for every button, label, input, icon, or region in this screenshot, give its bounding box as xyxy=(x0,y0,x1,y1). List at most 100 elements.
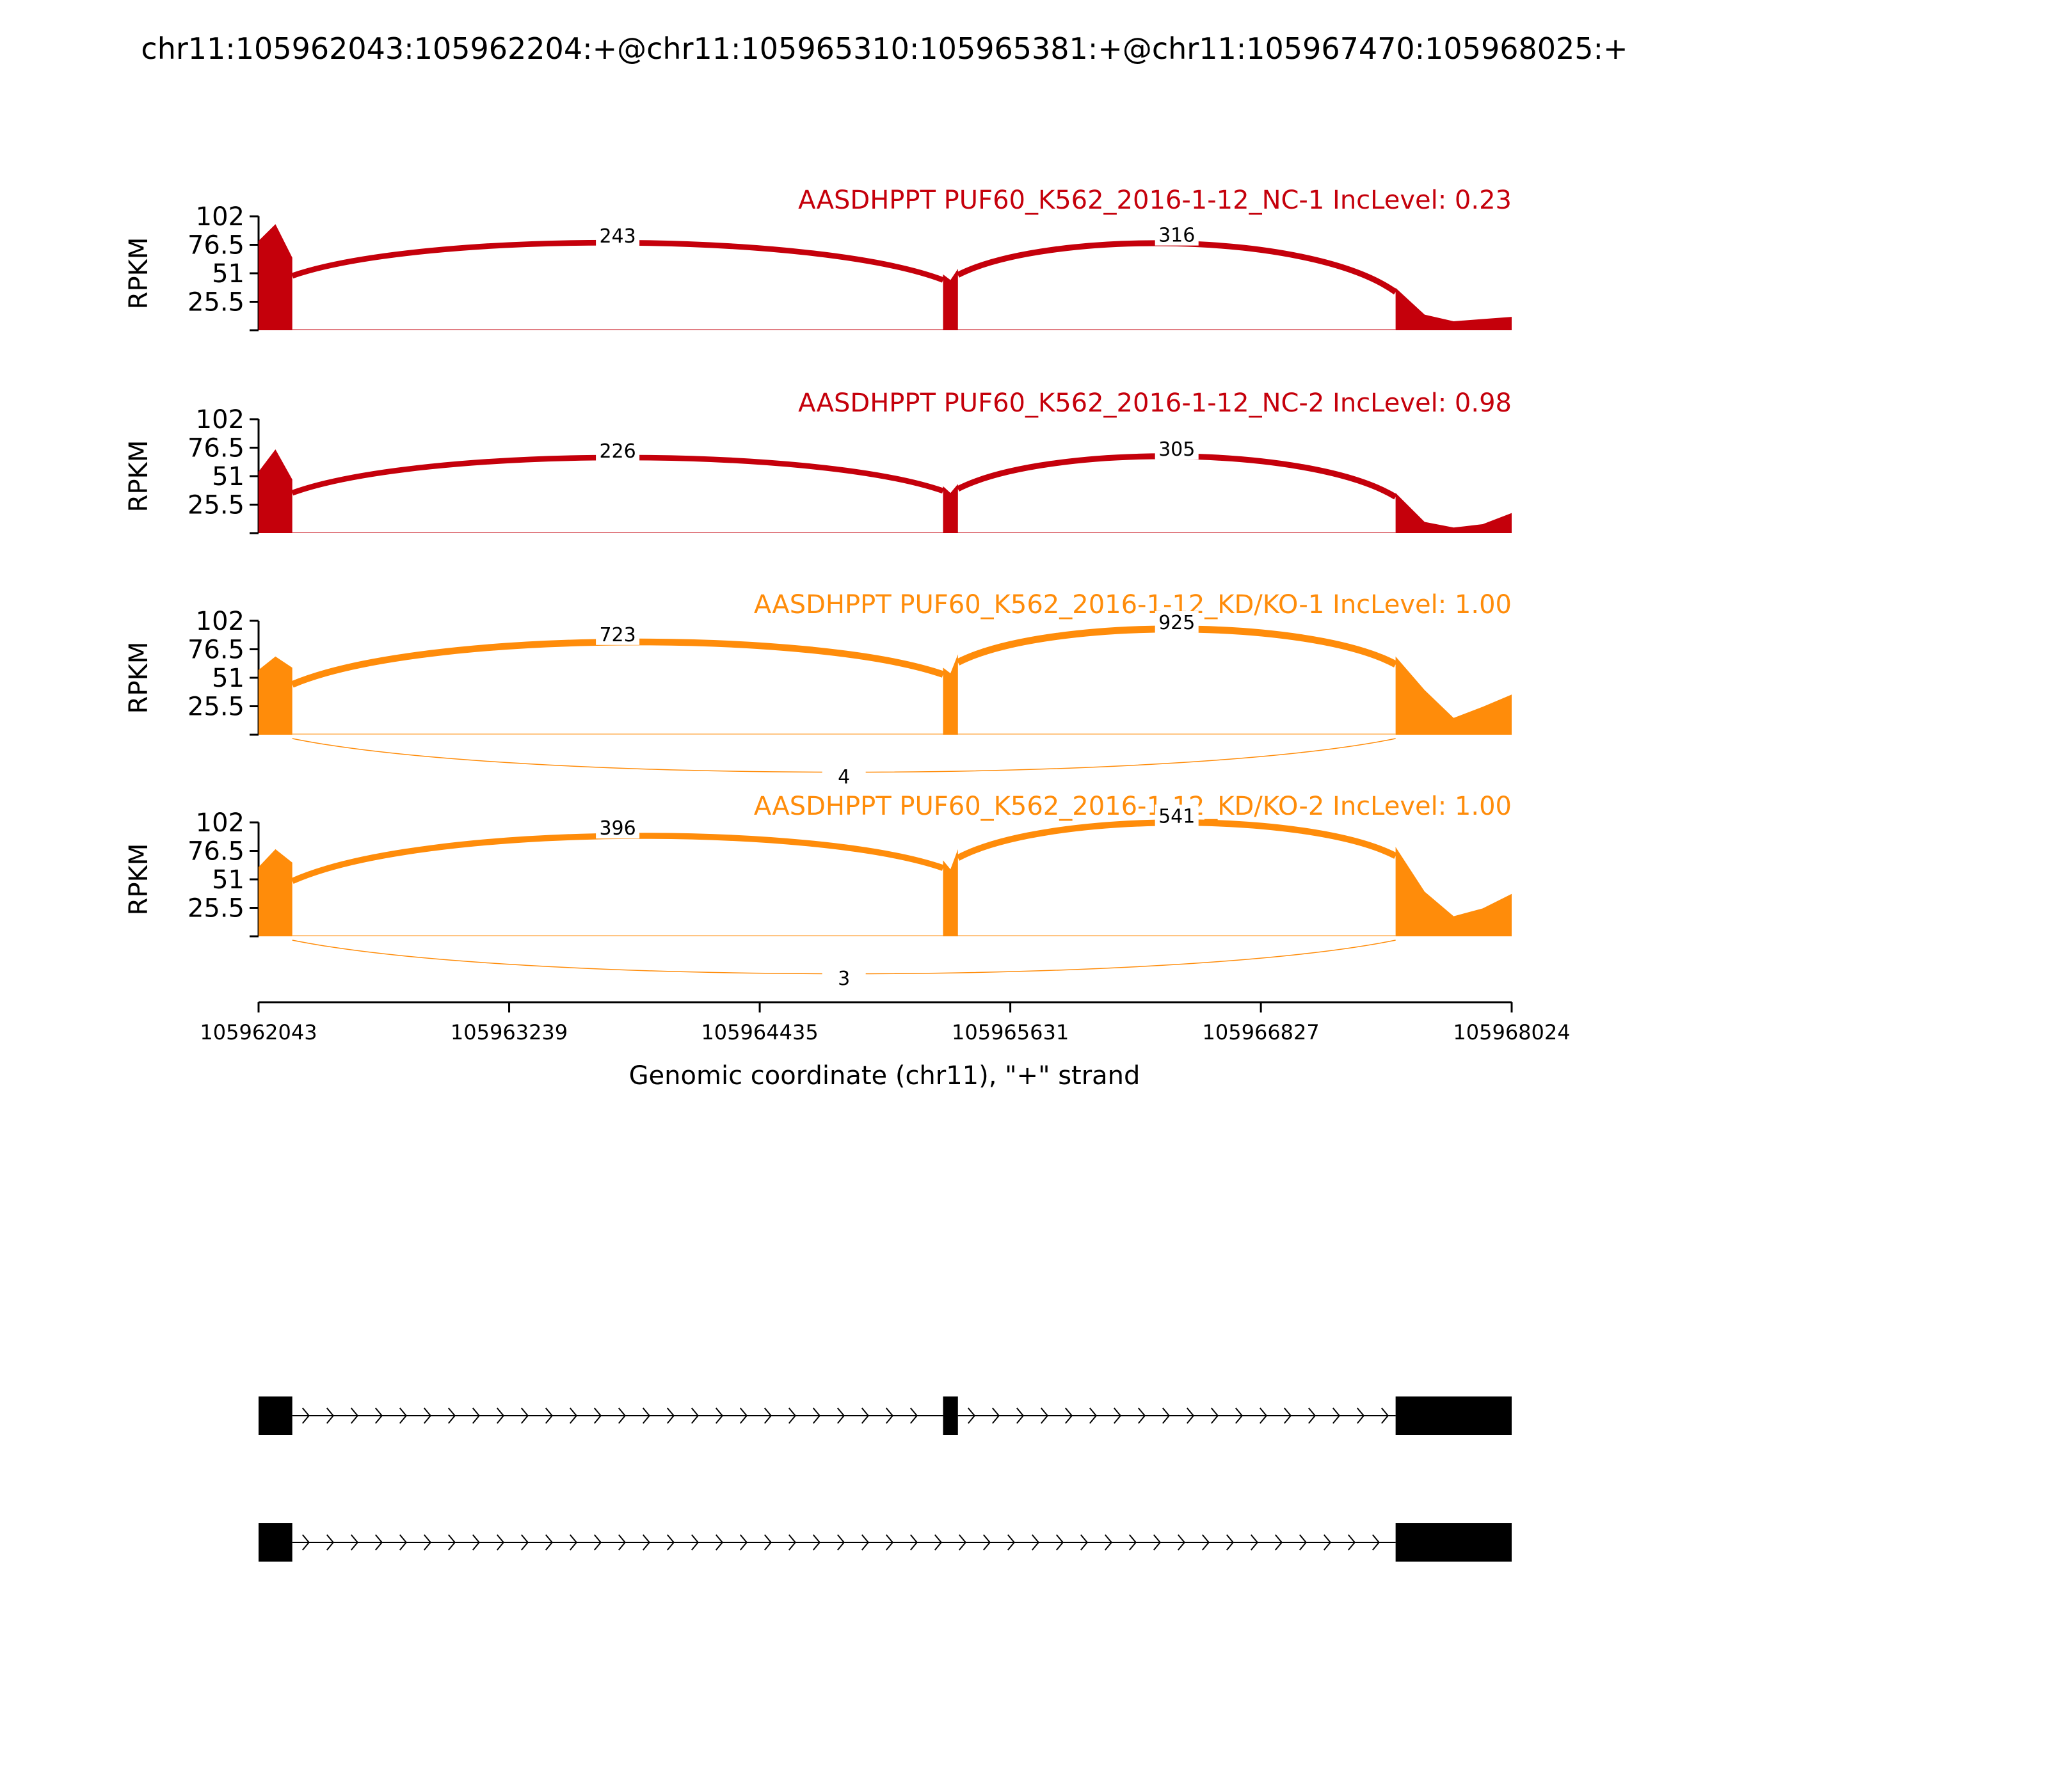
strand-arrow xyxy=(374,1534,383,1551)
strand-arrow xyxy=(1259,1407,1268,1424)
strand-arrow xyxy=(666,1407,675,1424)
junction-count: 3 xyxy=(838,968,850,990)
strand-arrow xyxy=(982,1534,991,1551)
strand-arrow xyxy=(764,1407,772,1424)
strand-arrow xyxy=(909,1534,918,1551)
junction-count: 541 xyxy=(1158,805,1195,828)
strand-arrow xyxy=(1235,1407,1244,1424)
strand-arrow xyxy=(861,1407,870,1424)
exon-block xyxy=(943,1396,958,1435)
strand-arrow xyxy=(788,1407,797,1424)
x-tick-label: 105968024 xyxy=(1453,1020,1570,1044)
strand-arrow xyxy=(496,1407,505,1424)
panel-label: AASDHPPT PUF60_K562_2016-1-12_NC-1 IncLe… xyxy=(798,186,1512,215)
strand-arrow xyxy=(399,1407,408,1424)
junction-arc xyxy=(956,453,1398,500)
strand-arrow xyxy=(1113,1407,1122,1424)
strand-arrow xyxy=(1016,1407,1025,1424)
strand-arrow xyxy=(301,1534,310,1551)
transcript-1 xyxy=(259,1396,1512,1435)
strand-arrow xyxy=(1274,1534,1283,1551)
strand-arrow xyxy=(447,1534,456,1551)
strand-arrow xyxy=(967,1407,976,1424)
strand-arrow xyxy=(934,1534,943,1551)
strand-arrow xyxy=(1137,1407,1146,1424)
y-tick-label: 51 xyxy=(212,462,244,492)
y-axis-label: RPKM xyxy=(124,440,154,513)
exon-block xyxy=(1395,1396,1512,1435)
strand-arrow xyxy=(1250,1534,1259,1551)
strand-arrow xyxy=(691,1407,700,1424)
strand-arrow xyxy=(1347,1534,1356,1551)
coverage-exon1 xyxy=(259,849,292,936)
coverage-exon2 xyxy=(943,484,958,533)
strand-arrow xyxy=(1089,1407,1098,1424)
strand-arrow xyxy=(642,1534,651,1551)
strand-arrow xyxy=(350,1407,359,1424)
strand-arrow xyxy=(991,1407,1000,1424)
y-tick-label: 51 xyxy=(212,664,244,693)
y-tick-label: 25.5 xyxy=(188,288,244,317)
strand-arrow xyxy=(739,1407,748,1424)
junction-count: 226 xyxy=(599,440,636,463)
coverage-exon3 xyxy=(1395,656,1512,735)
y-tick-label: 51 xyxy=(212,259,244,289)
strand-arrow xyxy=(301,1407,310,1424)
exon-block xyxy=(259,1396,292,1435)
strand-arrow xyxy=(1080,1534,1089,1551)
strand-arrow xyxy=(1128,1534,1137,1551)
y-tick-label: 25.5 xyxy=(188,894,244,924)
junction-label-bg xyxy=(1155,437,1199,460)
junction-label-bg xyxy=(822,967,866,989)
x-axis-label: Genomic coordinate (chr11), "+" strand xyxy=(629,1061,1140,1091)
y-tick-label: 76.5 xyxy=(188,837,244,867)
strand-arrow xyxy=(1055,1534,1064,1551)
strand-arrow xyxy=(472,1407,481,1424)
strand-arrow xyxy=(472,1534,481,1551)
y-axis-label: RPKM xyxy=(124,642,154,714)
strand-arrow xyxy=(545,1407,554,1424)
junction-label-bg xyxy=(596,623,640,645)
coverage-exon2 xyxy=(943,849,958,936)
junction-label-bg xyxy=(1155,611,1199,633)
strand-arrow xyxy=(715,1534,724,1551)
junction-count: 316 xyxy=(1158,225,1195,247)
y-tick-label: 102 xyxy=(196,202,244,232)
strand-arrow xyxy=(812,1407,821,1424)
strand-arrow xyxy=(666,1534,675,1551)
junction-label-bg xyxy=(596,440,640,462)
strand-arrow xyxy=(764,1534,772,1551)
strand-arrow xyxy=(520,1407,529,1424)
strand-arrow xyxy=(1177,1534,1186,1551)
strand-arrow xyxy=(715,1407,724,1424)
strand-arrow xyxy=(496,1534,505,1551)
y-axis-label: RPKM xyxy=(124,237,154,310)
strand-arrow xyxy=(909,1407,918,1424)
coverage-exon1 xyxy=(259,449,292,533)
strand-arrow xyxy=(423,1534,432,1551)
junction-label-bg xyxy=(1155,804,1199,827)
chart-title: chr11:105962043:105962204:+@chr11:105965… xyxy=(141,31,1628,66)
junction-arc xyxy=(291,454,944,496)
junction-arc xyxy=(956,819,1397,861)
coverage-exon2 xyxy=(943,654,958,735)
strand-arrow xyxy=(836,1407,845,1424)
y-tick-label: 25.5 xyxy=(188,491,244,520)
coverage-exon3 xyxy=(1395,847,1512,936)
x-axis: 105962043 105963239 105964435 105965631 1059… xyxy=(200,1001,1571,1044)
y-tick-label: 76.5 xyxy=(188,231,244,260)
strand-arrow xyxy=(399,1534,408,1551)
y-tick-label: 76.5 xyxy=(188,434,244,463)
strand-arrow xyxy=(1226,1534,1235,1551)
strand-arrow xyxy=(1210,1407,1219,1424)
strand-arrow xyxy=(569,1407,578,1424)
strand-arrow xyxy=(836,1534,845,1551)
junction-arc xyxy=(956,240,1398,295)
y-tick-label: 102 xyxy=(196,808,244,838)
panel-label: AASDHPPT PUF60_K562_2016-1-12_NC-2 IncLe… xyxy=(798,388,1512,418)
